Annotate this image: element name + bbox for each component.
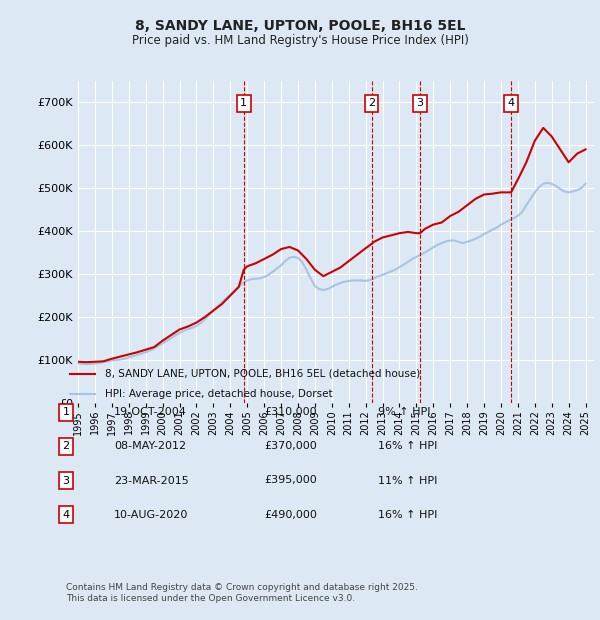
Text: £395,000: £395,000 [264,476,317,485]
Text: 1: 1 [62,407,70,417]
Text: HPI: Average price, detached house, Dorset: HPI: Average price, detached house, Dors… [106,389,333,399]
Text: 16% ↑ HPI: 16% ↑ HPI [378,510,437,520]
Text: 2: 2 [62,441,70,451]
Text: 3: 3 [62,476,70,485]
Text: 8, SANDY LANE, UPTON, POOLE, BH16 5EL: 8, SANDY LANE, UPTON, POOLE, BH16 5EL [135,19,465,33]
Text: 4: 4 [508,98,515,108]
Text: 8, SANDY LANE, UPTON, POOLE, BH16 5EL (detached house): 8, SANDY LANE, UPTON, POOLE, BH16 5EL (d… [106,368,421,379]
Text: 1: 1 [240,98,247,108]
Text: 23-MAR-2015: 23-MAR-2015 [114,476,189,485]
Text: 4: 4 [62,510,70,520]
Text: 3: 3 [416,98,424,108]
Text: Contains HM Land Registry data © Crown copyright and database right 2025.
This d: Contains HM Land Registry data © Crown c… [66,583,418,603]
Text: Price paid vs. HM Land Registry's House Price Index (HPI): Price paid vs. HM Land Registry's House … [131,34,469,47]
Text: £370,000: £370,000 [264,441,317,451]
Text: £490,000: £490,000 [264,510,317,520]
Text: £310,000: £310,000 [264,407,317,417]
Text: 16% ↑ HPI: 16% ↑ HPI [378,441,437,451]
Text: 11% ↑ HPI: 11% ↑ HPI [378,476,437,485]
Text: 2: 2 [368,98,375,108]
Text: 19-OCT-2004: 19-OCT-2004 [114,407,187,417]
Text: 10-AUG-2020: 10-AUG-2020 [114,510,188,520]
Text: 08-MAY-2012: 08-MAY-2012 [114,441,186,451]
Text: 9% ↑ HPI: 9% ↑ HPI [378,407,431,417]
